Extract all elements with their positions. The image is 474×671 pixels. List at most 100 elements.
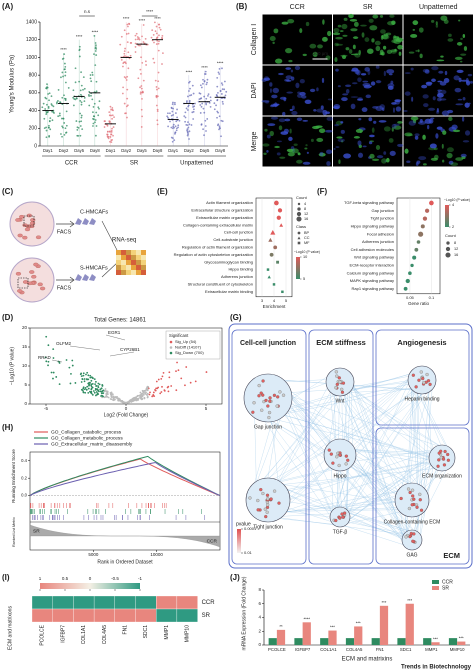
gene-point: [95, 391, 98, 393]
dot: [82, 76, 85, 79]
signal: [351, 67, 359, 72]
dot: [209, 96, 212, 99]
signal: [318, 128, 326, 134]
edge: [417, 390, 422, 491]
dot: [108, 114, 111, 117]
dot: [61, 96, 64, 99]
scale-label: 0: [89, 576, 92, 581]
panel-label: (D): [2, 313, 13, 322]
y-tick-label: 2: [258, 628, 261, 633]
signal: [382, 45, 387, 50]
dot: [202, 128, 204, 131]
gene-node: [446, 452, 450, 457]
dot: [188, 130, 191, 133]
dot: [187, 133, 189, 135]
signal: [337, 24, 342, 28]
gene-point: [146, 396, 149, 399]
axis-title: Young's Modulus (Pa): [10, 55, 16, 113]
gene-point: [100, 392, 103, 394]
gene-point: [114, 398, 116, 401]
heatmap-icon: [141, 250, 146, 255]
signal: [388, 138, 394, 143]
dot: [156, 123, 159, 126]
dot: [122, 86, 124, 89]
day-label: Day8: [90, 148, 100, 153]
signal: [404, 91, 411, 96]
signal: [462, 140, 470, 143]
signal: [299, 78, 305, 84]
gene-point: [146, 385, 149, 388]
dot: [205, 83, 208, 86]
y-tick-label: 1400: [26, 19, 37, 25]
gene-point: [130, 398, 133, 401]
dot: [213, 102, 216, 105]
day-label: Day5: [74, 148, 84, 153]
signal: [349, 19, 358, 22]
signal: [361, 107, 368, 113]
dot: [202, 82, 204, 85]
gene-point: [159, 392, 162, 395]
dot: [140, 126, 143, 128]
y-tick-label: 20: [22, 325, 28, 330]
significance: ****: [303, 616, 310, 621]
dot: [45, 113, 48, 116]
cell: [35, 235, 42, 240]
dot: [91, 74, 94, 76]
gene-point: [140, 395, 143, 398]
gene-point: [205, 371, 208, 373]
dot: [80, 84, 83, 87]
signal: [283, 128, 289, 134]
signal: [345, 88, 350, 94]
signal: [264, 128, 268, 132]
end-label: SR: [33, 528, 40, 534]
dot: [58, 112, 61, 115]
day-label: Day5: [137, 148, 147, 153]
gene-node: [269, 497, 273, 501]
signal: [358, 117, 362, 121]
dot: [63, 53, 66, 55]
gene-point: [160, 377, 163, 380]
dot: [177, 126, 179, 129]
dot: [216, 85, 219, 88]
dot: [154, 30, 157, 33]
group-label: Unpatterned: [180, 161, 213, 167]
dot: [90, 94, 92, 97]
edge: [273, 467, 343, 484]
legend-title: Significant: [169, 333, 189, 338]
cell: [33, 262, 39, 267]
signal: [428, 118, 434, 124]
dot: [78, 80, 81, 83]
signal: [305, 144, 308, 147]
gene-point: [68, 366, 71, 369]
legend-label: 4: [304, 202, 306, 206]
dot: [46, 111, 49, 114]
dot: [45, 129, 48, 132]
gene-node: [344, 454, 348, 458]
dot: [65, 124, 68, 127]
gene-node: [268, 399, 272, 403]
gene-node: [257, 383, 261, 388]
dot: [174, 131, 177, 134]
dot: [156, 39, 159, 42]
signal: [269, 104, 275, 108]
selection: [17, 277, 29, 289]
dot: [204, 73, 207, 75]
dot: [192, 108, 195, 111]
signal: [350, 103, 356, 110]
gene-node: [344, 462, 348, 466]
dot: [167, 125, 170, 128]
gene-point: [82, 391, 85, 394]
dot: [173, 101, 176, 104]
method-label: FACS: [57, 285, 72, 291]
gene-point: [90, 385, 93, 388]
gene-point: [92, 390, 95, 392]
dot: [203, 95, 206, 98]
signal: [289, 108, 293, 112]
x-tick-label: 5: [205, 406, 208, 411]
dot: [190, 124, 193, 126]
dot: [72, 104, 75, 107]
color-bar: [237, 529, 241, 553]
dot: [44, 108, 47, 110]
signal: [302, 53, 307, 57]
term-label: MAPK signaling pathway: [350, 278, 394, 283]
